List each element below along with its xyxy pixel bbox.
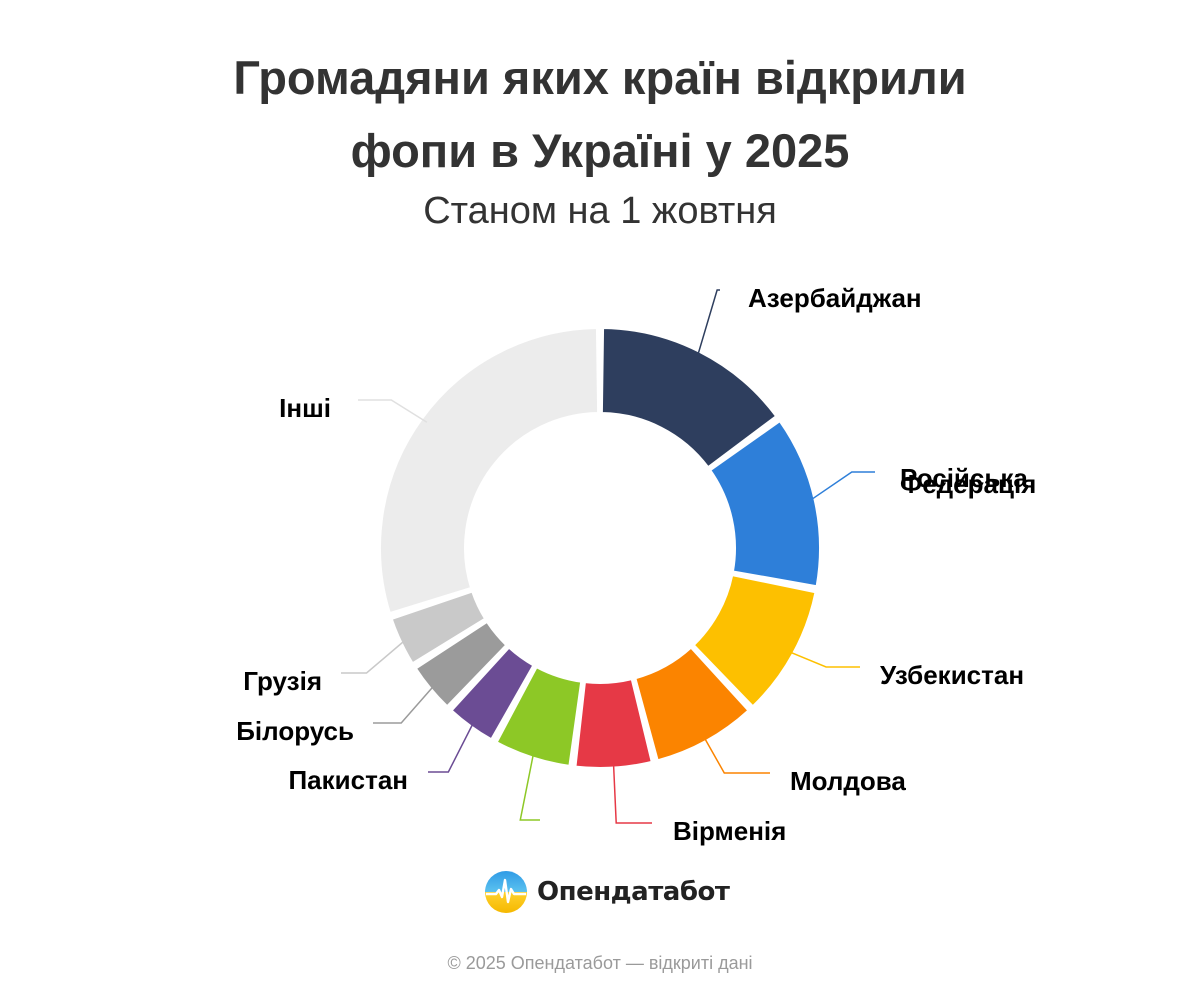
label-leader-lines [341, 289, 875, 824]
leader-line-9 [358, 399, 428, 423]
slice-3[interactable] [634, 646, 750, 762]
slice-8[interactable] [390, 590, 487, 665]
slice-label-1-1: Федерація [900, 469, 1036, 499]
slice-label-3: Молдова [790, 766, 906, 796]
slice-label-9: Інші [279, 393, 331, 423]
chart-title-line-2: фопи в Україні у 2025 [350, 124, 850, 177]
slice-0[interactable] [600, 327, 778, 469]
leader-line-3 [702, 735, 770, 774]
slice-4[interactable] [574, 678, 653, 769]
slice-label-7: Білорусь [236, 716, 354, 746]
chart-title-line-1: Громадяни яких країн відкрили [233, 51, 967, 104]
chart-subtitle: Станом на 1 жовтня [423, 190, 777, 232]
donut-slices [379, 327, 821, 769]
slice-label-8: Грузія [243, 666, 322, 696]
slice-label-6: Пакистан [288, 765, 408, 795]
brand-name: Опендатабот [537, 877, 730, 907]
leader-line-0 [696, 289, 720, 358]
slice-label-0: Азербайджан [748, 283, 922, 313]
slice-2[interactable] [692, 574, 817, 708]
slice-5[interactable] [495, 666, 583, 767]
leader-line-5 [519, 751, 540, 821]
opendatabot-logo-icon [485, 871, 527, 913]
leader-line-8 [341, 638, 407, 674]
brand-logo: Опендатабот [484, 870, 730, 914]
slice-label-2: Узбекистан [880, 660, 1024, 690]
slice-9[interactable] [379, 327, 600, 615]
footer-copyright: © 2025 Опендатабот — відкриті дані [447, 953, 753, 973]
leader-line-2 [787, 650, 860, 668]
slice-7[interactable] [414, 620, 508, 708]
leader-line-1 [808, 471, 875, 502]
leader-line-6 [428, 720, 475, 773]
leader-line-7 [373, 683, 436, 724]
slice-label-1-0: Російська [900, 463, 1028, 493]
slice-6[interactable] [450, 646, 535, 741]
leader-line-4 [612, 761, 652, 824]
slice-label-4: Вірменія [673, 816, 786, 846]
slice-1[interactable] [709, 420, 821, 588]
